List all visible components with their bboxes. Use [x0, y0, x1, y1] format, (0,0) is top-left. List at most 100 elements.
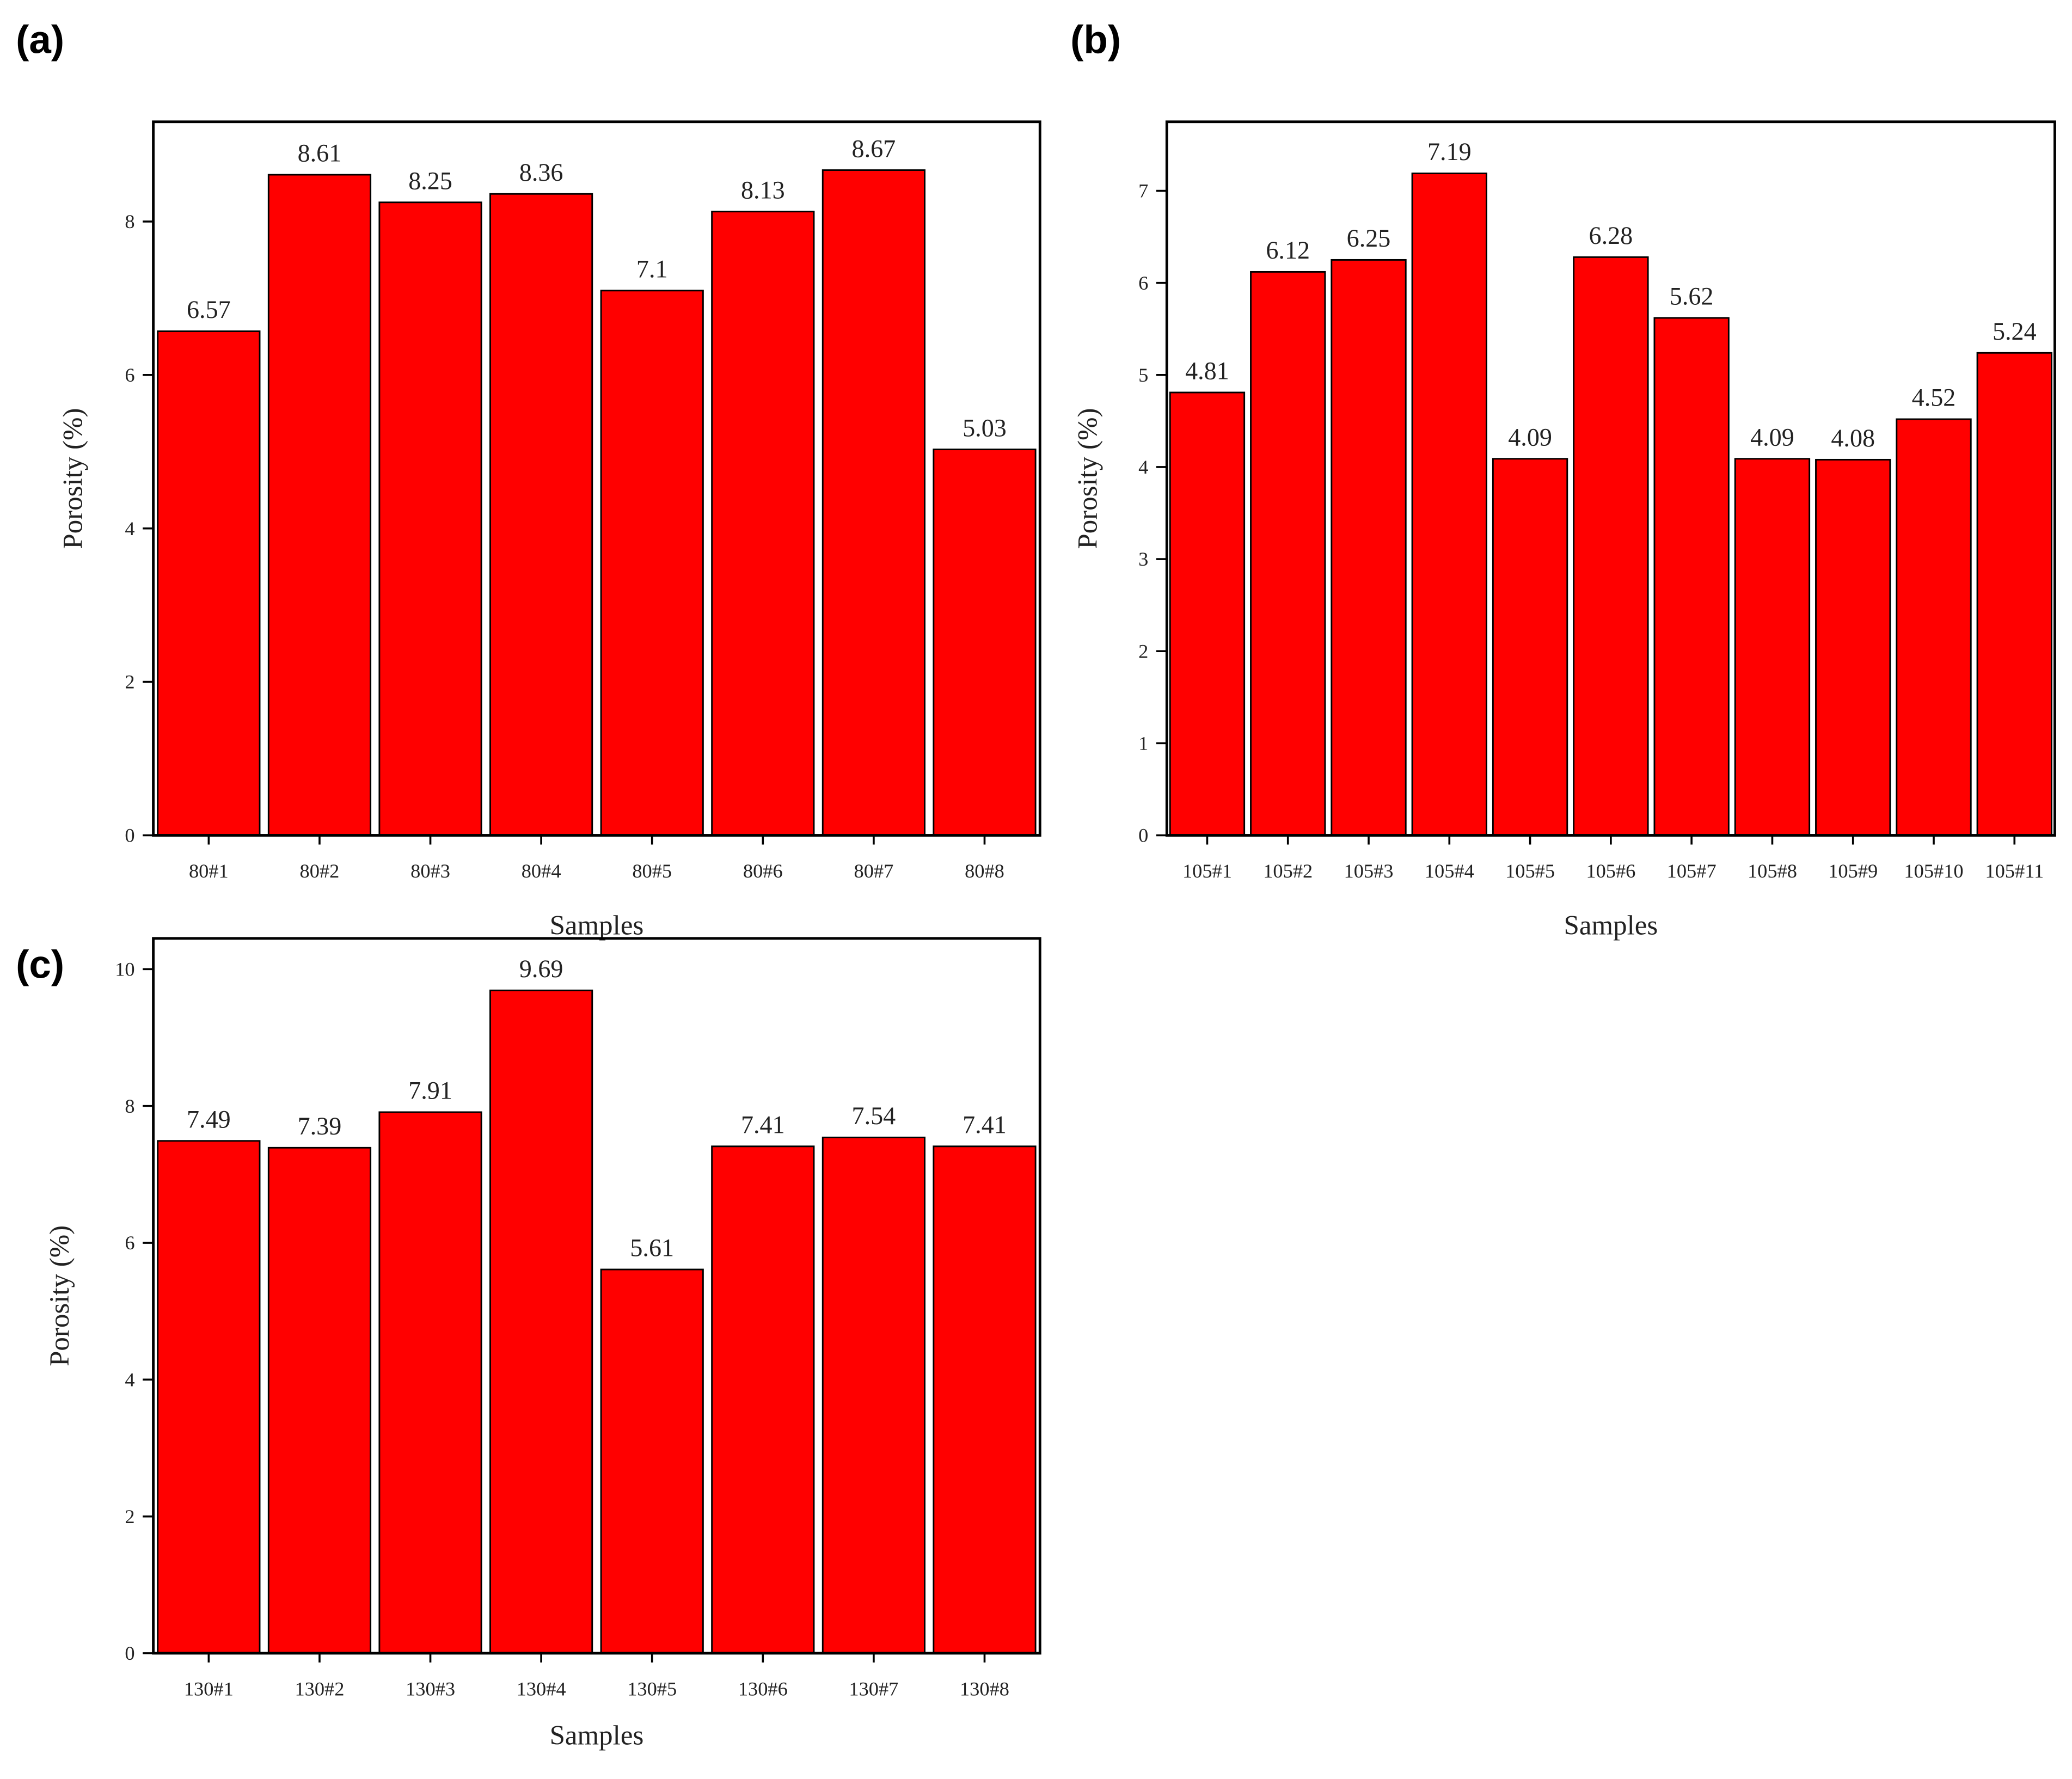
x-axis-title: Samples: [550, 911, 644, 941]
value-label: 8.36: [519, 158, 563, 186]
x-tick-label: 105#2: [1263, 860, 1313, 882]
x-tick-label: 105#10: [1904, 860, 1963, 882]
panel-label: (c): [16, 943, 64, 987]
x-tick-label: 80#1: [189, 860, 229, 882]
x-tick-label: 105#6: [1586, 860, 1635, 882]
bar: [157, 1140, 261, 1654]
value-label: 7.41: [963, 1111, 1007, 1139]
y-tick-label: 0: [1138, 825, 1148, 846]
x-tick-label: 130#7: [849, 1678, 898, 1700]
bar: [1573, 256, 1649, 836]
x-tick-label: 80#8: [965, 860, 1004, 882]
value-label: 8.67: [852, 134, 896, 162]
value-label: 5.61: [630, 1234, 674, 1262]
value-label: 5.03: [963, 414, 1007, 441]
y-tick-label: 2: [125, 671, 134, 693]
x-tick-label: 80#2: [300, 860, 340, 882]
value-label: 6.28: [1589, 222, 1633, 249]
value-label: 4.81: [1185, 357, 1229, 385]
bar: [1411, 172, 1487, 836]
value-label: 4.09: [1750, 423, 1794, 451]
y-tick-label: 6: [1138, 272, 1148, 294]
bar: [822, 169, 926, 836]
value-label: 5.24: [1993, 317, 2037, 345]
y-tick-label: 4: [125, 1369, 134, 1390]
bar: [1976, 352, 2052, 836]
y-tick-label: 1: [1138, 732, 1148, 754]
bar: [1331, 259, 1407, 836]
bar: [1815, 458, 1891, 836]
bar: [1492, 458, 1568, 836]
x-tick-label: 105#7: [1667, 860, 1717, 882]
bar: [1250, 271, 1326, 836]
bar: [1653, 317, 1730, 836]
bar: [489, 989, 593, 1654]
x-tick-label: 130#2: [295, 1678, 344, 1700]
value-label: 7.41: [741, 1111, 785, 1139]
bar: [600, 290, 704, 836]
y-tick-label: 8: [125, 1095, 134, 1117]
x-tick-label: 105#4: [1425, 860, 1474, 882]
x-tick-label: 105#5: [1505, 860, 1555, 882]
bar: [157, 330, 261, 836]
x-tick-label: 130#8: [960, 1678, 1009, 1700]
y-tick-label: 8: [125, 211, 134, 232]
value-label: 7.54: [852, 1102, 896, 1130]
bar: [822, 1137, 926, 1654]
x-tick-label: 105#11: [1985, 860, 2044, 882]
x-tick-label: 105#8: [1748, 860, 1797, 882]
x-tick-label: 105#1: [1182, 860, 1232, 882]
x-tick-label: 80#7: [854, 860, 894, 882]
x-axis-title: Samples: [550, 1720, 644, 1751]
y-tick-label: 6: [125, 1232, 134, 1254]
x-tick-label: 130#6: [738, 1678, 788, 1700]
bar: [1896, 418, 1972, 836]
x-tick-label: 80#4: [522, 860, 561, 882]
plot-frame: [1165, 120, 2056, 837]
x-tick-label: 105#3: [1344, 860, 1394, 882]
bar: [711, 1145, 815, 1654]
value-label: 8.61: [298, 139, 342, 167]
y-axis-title: Porosity (%): [58, 408, 88, 549]
value-label: 5.62: [1670, 283, 1714, 310]
x-tick-label: 130#3: [406, 1678, 455, 1700]
value-label: 7.1: [636, 255, 668, 283]
y-tick-label: 2: [1138, 640, 1148, 662]
x-tick-label: 130#4: [517, 1678, 566, 1700]
value-label: 6.25: [1347, 224, 1391, 252]
x-tick-label: 130#5: [627, 1678, 677, 1700]
bar: [933, 1145, 1037, 1654]
x-tick-label: 80#3: [410, 860, 450, 882]
panel-label: (b): [1070, 18, 1121, 62]
x-tick-label: 80#5: [632, 860, 672, 882]
x-tick-label: 105#9: [1828, 860, 1878, 882]
bar: [489, 193, 593, 836]
y-axis-title: Porosity (%): [45, 1225, 75, 1366]
y-tick-label: 7: [1138, 180, 1148, 202]
bar: [267, 1146, 372, 1654]
value-label: 7.49: [187, 1105, 231, 1133]
y-axis-title: Porosity (%): [1073, 408, 1104, 549]
x-axis-title: Samples: [1564, 911, 1658, 941]
y-tick-label: 0: [125, 1642, 134, 1664]
bar: [933, 449, 1037, 836]
value-label: 7.19: [1427, 138, 1472, 165]
value-label: 8.25: [408, 167, 452, 194]
plot-frame: [152, 120, 1041, 837]
bar: [378, 1111, 482, 1654]
bar: [1734, 458, 1811, 836]
y-tick-label: 5: [1138, 364, 1148, 386]
bar: [711, 211, 815, 836]
panel-label: (a): [16, 18, 64, 62]
y-tick-label: 6: [125, 364, 134, 386]
y-tick-label: 3: [1138, 548, 1148, 570]
y-tick-label: 4: [1138, 456, 1148, 478]
x-tick-label: 80#6: [743, 860, 783, 882]
value-label: 7.39: [298, 1112, 342, 1140]
value-label: 6.57: [187, 296, 231, 323]
value-label: 8.13: [741, 176, 785, 204]
y-tick-label: 2: [125, 1506, 134, 1528]
y-tick-label: 4: [125, 518, 134, 539]
